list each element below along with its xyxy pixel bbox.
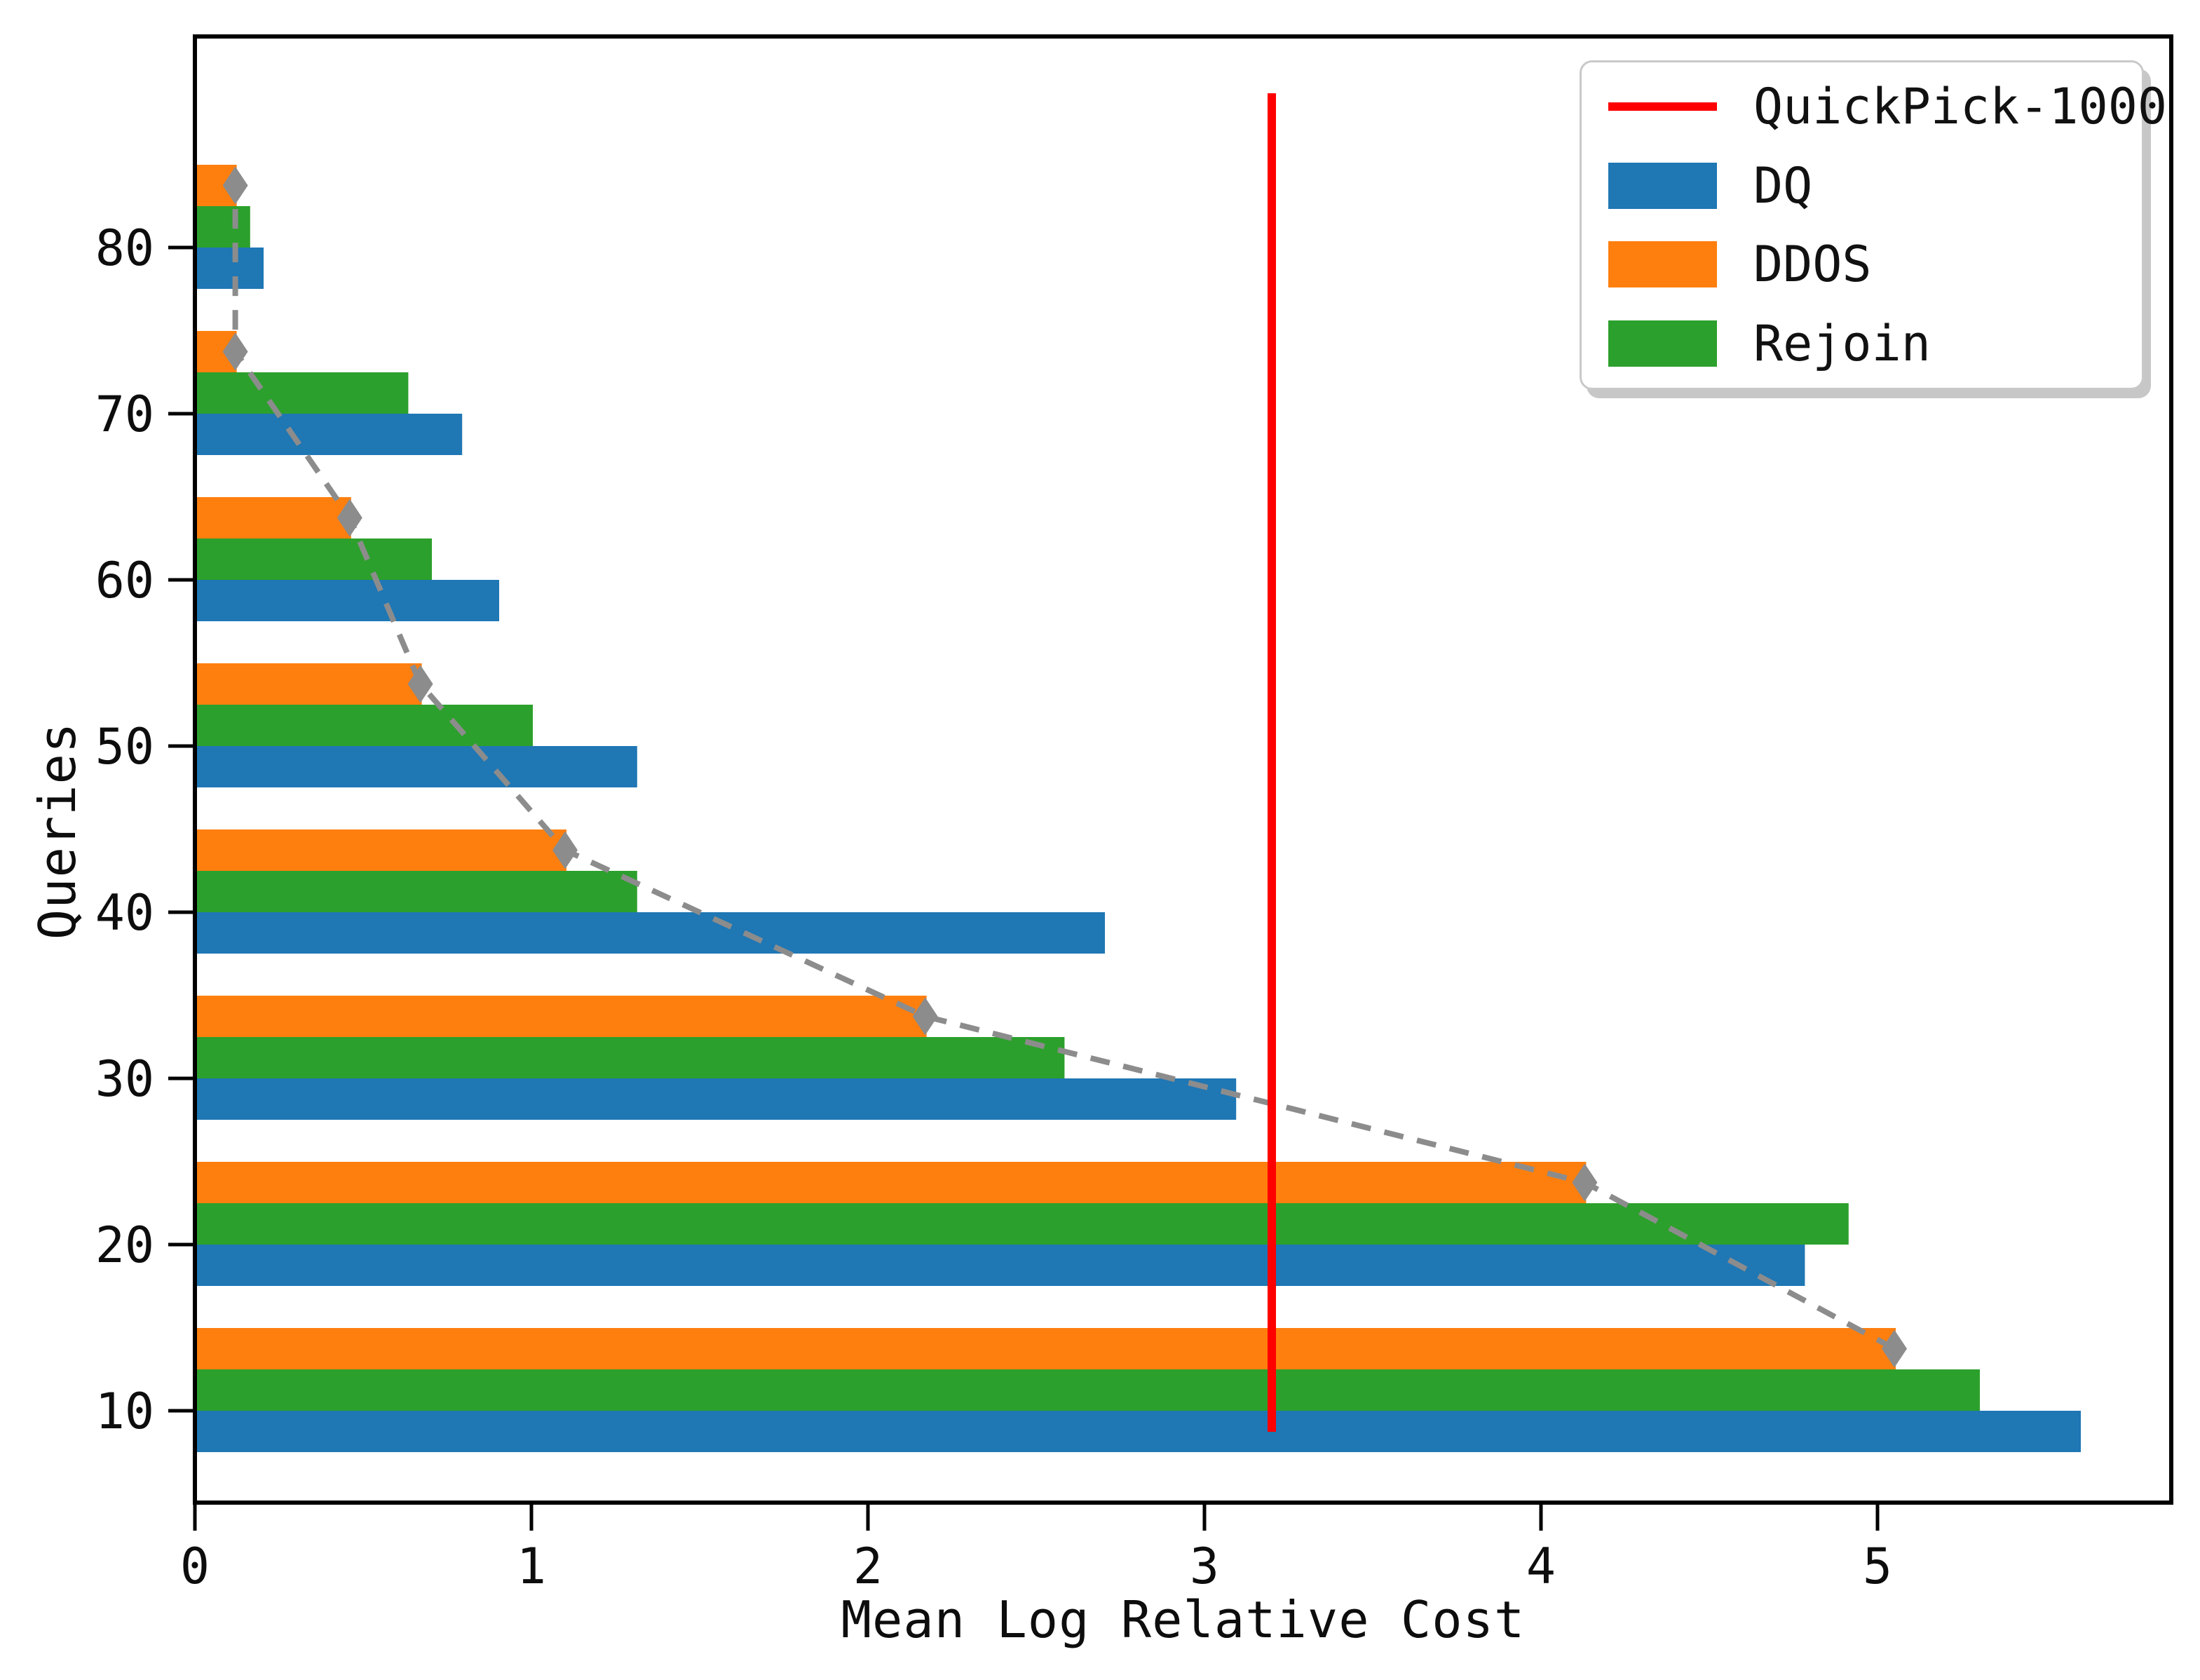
y-axis-title: Queries <box>28 722 87 940</box>
y-tick-label-30: 30 <box>95 1050 154 1108</box>
trend-marker-diamond-q50 <box>407 665 433 703</box>
trend-dashed-line <box>232 185 1896 1352</box>
x-tick-label-1: 1 <box>517 1538 546 1595</box>
legend-entry-rejoin: Rejoin <box>1582 304 2142 383</box>
x-tick-label-0: 0 <box>180 1538 210 1595</box>
bar-rejoin-q20 <box>196 1203 1849 1245</box>
bar-rejoin-q40 <box>196 871 637 912</box>
legend-color-swatch <box>1608 241 1717 288</box>
bar-dq-q60 <box>196 580 499 621</box>
y-tick-label-10: 10 <box>95 1383 154 1440</box>
trend-marker-diamond-q70 <box>222 332 248 371</box>
y-tick-label-70: 70 <box>95 386 154 443</box>
legend: QuickPick-1000 DQ DDOS Rejoin <box>1580 60 2167 390</box>
trend-marker-diamond-q10 <box>1882 1329 1907 1368</box>
legend-entry-ddos: DDOS <box>1582 225 2142 304</box>
bar-rejoin-q70 <box>196 372 409 414</box>
legend-label: DDOS <box>1753 236 1872 294</box>
trend-marker-diamond-q60 <box>337 499 362 537</box>
legend-label: DQ <box>1753 156 1813 215</box>
bar-dq-q10 <box>196 1411 2081 1452</box>
legend-color-swatch <box>1608 162 1717 209</box>
bar-ddos-q50 <box>196 663 422 705</box>
y-tick-label-50: 50 <box>95 718 154 775</box>
x-tick-label-5: 5 <box>1863 1538 1892 1595</box>
bar-dq-q70 <box>196 414 463 455</box>
trend-marker-diamond-q40 <box>552 831 578 869</box>
x-axis-title: Mean Log Relative Cost <box>841 1590 1526 1649</box>
trend-marker-diamond-q30 <box>912 997 938 1036</box>
legend-line-swatch <box>1608 102 1717 111</box>
bar-dq-q40 <box>196 912 1105 954</box>
x-tick-label-3: 3 <box>1190 1538 1219 1595</box>
bar-dq-q80 <box>196 248 264 289</box>
x-tick-label-4: 4 <box>1526 1538 1556 1595</box>
y-tick-label-20: 20 <box>95 1217 154 1274</box>
bar-ddos-q20 <box>196 1162 1587 1203</box>
y-tick-label-40: 40 <box>95 884 154 942</box>
legend-entry-quickpick-1000: QuickPick-1000 <box>1582 67 2167 146</box>
bar-rejoin-q10 <box>196 1369 1980 1411</box>
legend-label: QuickPick-1000 <box>1753 77 2168 135</box>
legend-entry-dq: DQ <box>1582 147 2142 225</box>
bar-dq-q20 <box>196 1245 1805 1286</box>
bar-ddos-q10 <box>196 1328 1896 1369</box>
trend-marker-diamond-q20 <box>1572 1163 1598 1202</box>
legend-color-swatch <box>1608 320 1717 367</box>
bar-dq-q30 <box>196 1078 1237 1120</box>
bar-rejoin-q80 <box>196 206 250 248</box>
bar-rejoin-q30 <box>196 1037 1065 1078</box>
axes-frame <box>193 34 2173 1505</box>
y-tick-label-80: 80 <box>95 219 154 277</box>
trend-marker-diamond-q80 <box>222 166 248 205</box>
bar-rejoin-q60 <box>196 538 432 580</box>
bar-ddos-q30 <box>196 996 927 1037</box>
y-tick-label-60: 60 <box>95 552 154 609</box>
bar-rejoin-q50 <box>196 705 533 746</box>
bar-dq-q50 <box>196 746 637 787</box>
x-tick-label-2: 2 <box>853 1538 883 1595</box>
bar-ddos-q40 <box>196 829 566 871</box>
bar-ddos-q60 <box>196 497 351 538</box>
legend-label: Rejoin <box>1753 315 1931 373</box>
